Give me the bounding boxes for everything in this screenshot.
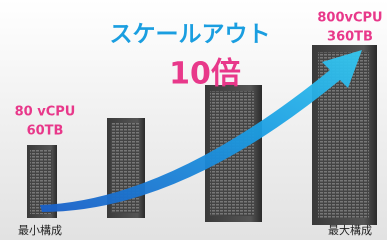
end-label: 最大構成 — [328, 223, 372, 237]
headline-title: スケールアウト — [110, 22, 271, 48]
page: スケールアウト 10倍 80 vCPU 60TB 800vCPU 360TB 最… — [0, 0, 387, 240]
infographic: スケールアウト 10倍 80 vCPU 60TB 800vCPU 360TB 最… — [0, 0, 387, 240]
start-storage: 60TB — [27, 124, 64, 139]
start-cpu: 80 vCPU — [15, 105, 76, 120]
start-label: 最小構成 — [18, 224, 62, 237]
headline-multiplier: 10倍 — [169, 57, 241, 92]
end-cpu: 800vCPU — [317, 11, 382, 26]
end-storage: 360TB — [327, 30, 373, 45]
